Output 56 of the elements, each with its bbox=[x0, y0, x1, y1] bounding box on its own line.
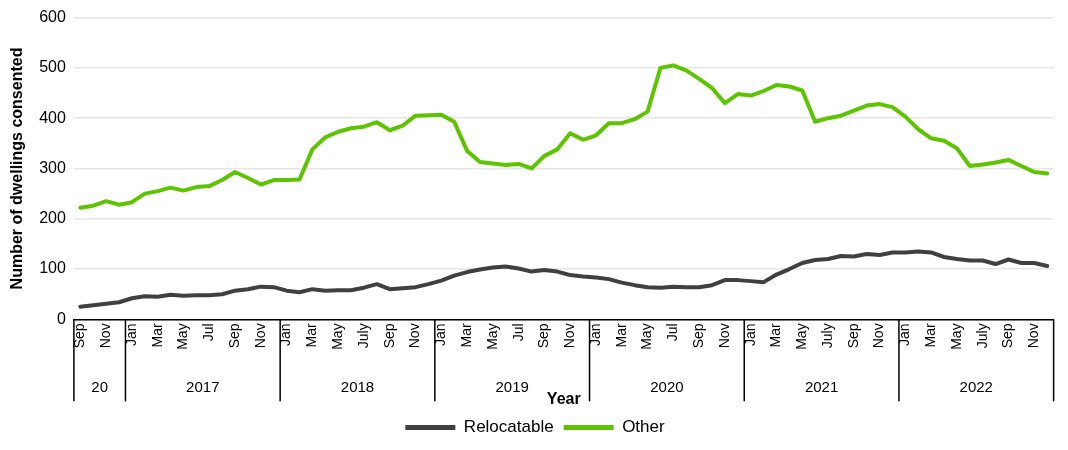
x-tick-label: May bbox=[329, 323, 346, 350]
text: 2019 bbox=[495, 378, 529, 396]
x-tick-label: Mar bbox=[457, 323, 474, 348]
y-axis-title: Number of dwellings consented bbox=[8, 47, 26, 290]
x-tick-label: Sep bbox=[535, 323, 552, 349]
x-tick-label: Nov bbox=[1025, 323, 1042, 349]
y-tick-label: 400 bbox=[39, 108, 66, 126]
x-tick-label: Nov bbox=[715, 323, 732, 349]
y-tick-label: 600 bbox=[39, 8, 66, 26]
x-tick-label: May bbox=[483, 323, 500, 350]
x-tick-label: Mar bbox=[612, 323, 629, 348]
x-tick-label: Nov bbox=[561, 323, 578, 349]
x-tick-label: July bbox=[973, 323, 990, 349]
text: 2021 bbox=[804, 378, 839, 396]
x-tick-label: Mar bbox=[148, 323, 165, 348]
x-tick-label: Jan bbox=[432, 323, 449, 346]
y-tick-label: 200 bbox=[39, 209, 66, 227]
x-tick-label: Jul bbox=[200, 323, 217, 342]
x-tick-label: Jan bbox=[122, 323, 139, 346]
x-tick-label: July bbox=[354, 323, 371, 349]
x-tick-label: Jan bbox=[586, 323, 603, 346]
x-tick-label: Mar bbox=[922, 323, 939, 348]
x-tick-label: Jan bbox=[277, 323, 294, 346]
x-tick-label: Nov bbox=[251, 323, 268, 349]
x-tick-label: Sep bbox=[689, 323, 706, 349]
legend-label: Relocatable bbox=[463, 417, 554, 437]
x-tick-label: Jul bbox=[509, 323, 526, 342]
x-tick-label: Jul bbox=[664, 323, 681, 342]
x-tick-label: Mar bbox=[767, 323, 784, 348]
y-tick-label: 0 bbox=[56, 309, 66, 327]
x-tick-label: Nov bbox=[870, 323, 887, 349]
legend-label: Other bbox=[622, 417, 665, 437]
x-tick-label: May bbox=[638, 323, 655, 350]
text: 2022 bbox=[959, 378, 993, 396]
x-tick-label: Mar bbox=[303, 323, 320, 348]
x-tick-label: Jan bbox=[896, 323, 913, 346]
x-tick-label: Sep bbox=[71, 323, 88, 349]
x-tick-label: May bbox=[174, 323, 191, 350]
x-tick-label: Nov bbox=[96, 323, 113, 349]
text: 2017 bbox=[186, 378, 220, 396]
x-tick-label: Sep bbox=[225, 323, 242, 349]
text: 2020 bbox=[650, 378, 684, 396]
x-tick-label: Sep bbox=[380, 323, 397, 349]
text: 20 bbox=[91, 378, 109, 396]
y-tick-label: 500 bbox=[39, 58, 66, 76]
x-tick-label: July bbox=[818, 323, 835, 349]
x-tick-label: Jan bbox=[741, 323, 758, 346]
x-tick-label: Sep bbox=[844, 323, 861, 349]
x-tick-label: May bbox=[793, 323, 810, 350]
y-tick-label: 300 bbox=[39, 158, 66, 176]
x-tick-label: May bbox=[947, 323, 964, 350]
x-axis-title: Year bbox=[546, 389, 581, 407]
y-tick-label: 100 bbox=[39, 259, 66, 277]
x-tick-label: Sep bbox=[999, 323, 1016, 349]
text: 2018 bbox=[340, 378, 375, 396]
x-tick-label: Nov bbox=[406, 323, 423, 349]
